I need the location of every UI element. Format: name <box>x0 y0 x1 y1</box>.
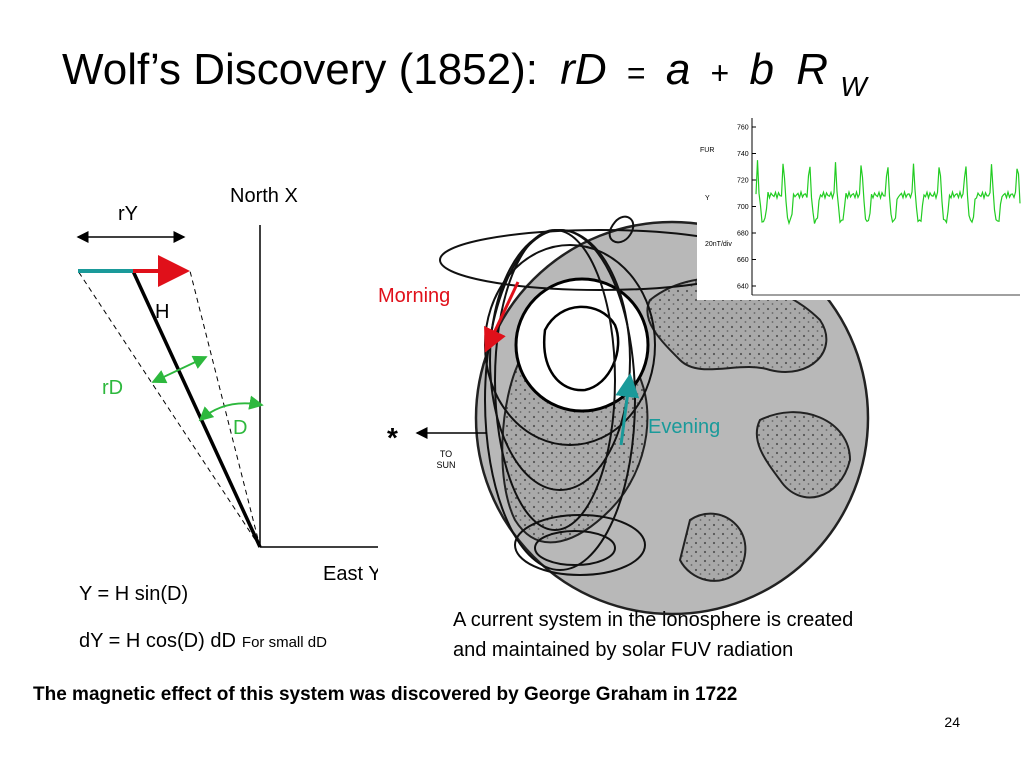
star: * <box>387 422 398 453</box>
equation: dY = H cos(D) dD For small dD <box>79 630 327 652</box>
inset-tick-label: 680 <box>737 231 749 238</box>
inset-tick-label: 660 <box>737 257 749 264</box>
label-north: North X <box>230 185 298 207</box>
label-morning: Morning <box>378 285 450 307</box>
inset-label: 20nT/div <box>705 241 732 248</box>
inset-tick-label: 640 <box>737 284 749 291</box>
globe-illustration <box>378 198 953 623</box>
label-d: D <box>233 417 247 439</box>
page-number: 24 <box>944 714 960 730</box>
title: Wolf’s Discovery (1852): rD = a + b R W <box>62 45 869 102</box>
equation: Y = H sin(D) <box>79 583 188 605</box>
caption: and maintained by solar FUV radiation <box>453 639 793 661</box>
caption: A current system in the ionosphere is cr… <box>453 609 853 631</box>
inset-label: Y <box>705 195 710 202</box>
vector-diagram <box>76 225 400 548</box>
label-h: H <box>155 301 169 323</box>
label-ry: rY <box>118 203 138 225</box>
magnetogram-inset: 760 740 720 700 680 660 640 <box>697 108 1024 300</box>
footer-note: The magnetic effect of this system was d… <box>33 684 737 705</box>
label-rd: rD <box>102 377 123 399</box>
inset-tick-label: 720 <box>737 178 749 185</box>
inset-tick-label: 740 <box>737 151 749 158</box>
label-evening: Evening <box>648 416 720 438</box>
label-east: East Y <box>323 563 382 585</box>
sun-label: SUN <box>436 460 455 470</box>
inset-label: FUR <box>700 147 714 154</box>
inset-tick-label: 760 <box>737 125 749 132</box>
sun-label: TO <box>440 449 452 459</box>
inset-tick-label: 700 <box>737 204 749 211</box>
